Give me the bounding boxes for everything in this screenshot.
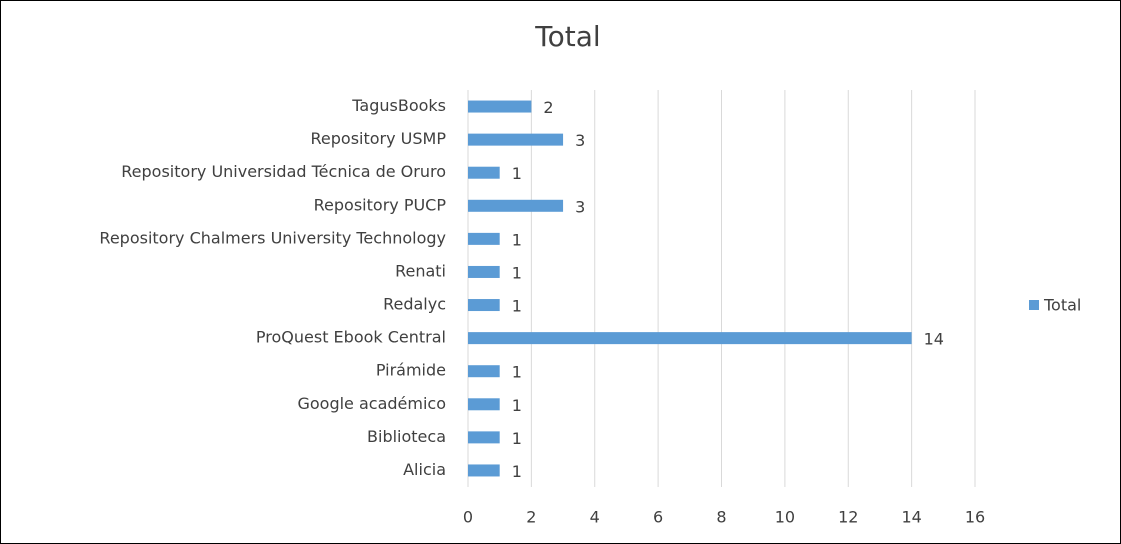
x-tick-label: 16 [965,508,985,527]
legend-swatch [1029,300,1039,310]
data-label: 1 [512,297,522,316]
y-tick-label: Redalyc [383,295,446,314]
data-label: 1 [512,263,522,282]
bar [468,464,500,477]
y-tick-label: TagusBooks [351,96,446,115]
data-label: 1 [512,164,522,183]
data-label: 3 [575,197,585,216]
x-tick-label: 4 [590,508,600,527]
bar [468,398,500,411]
y-tick-label: Google académico [297,394,446,413]
bar [468,431,500,444]
y-tick-label: Repository Chalmers University Technolog… [99,228,446,247]
x-tick-label: 10 [775,508,795,527]
x-tick-label: 6 [653,508,663,527]
y-tick-label: Repository USMP [311,129,447,148]
y-tick-label: Repository PUCP [314,195,447,214]
chart-title: Total [534,20,600,53]
data-label: 2 [543,98,553,117]
x-tick-label: 2 [526,508,536,527]
data-label: 1 [512,230,522,249]
bar [468,100,532,113]
legend-label: Total [1043,296,1081,315]
y-tick-label: Alicia [403,460,446,479]
data-label: 3 [575,131,585,150]
x-tick-label: 14 [901,508,921,527]
y-tick-label: Biblioteca [367,427,446,446]
data-label: 14 [924,330,944,349]
x-tick-label: 12 [838,508,858,527]
data-label: 1 [512,429,522,448]
bar [468,265,500,278]
data-label: 1 [512,363,522,382]
y-tick-label: Pirámide [376,361,446,380]
bar [468,133,564,146]
bar [468,199,564,212]
bar [468,365,500,378]
bar [468,232,500,245]
data-label: 1 [512,462,522,481]
data-label: 1 [512,396,522,415]
y-tick-label: Repository Universidad Técnica de Oruro [121,162,446,181]
y-tick-label: Renati [395,261,446,280]
bar [468,332,912,345]
bar [468,299,500,312]
bar [468,166,500,179]
x-tick-label: 0 [463,508,473,527]
y-tick-label: ProQuest Ebook Central [256,328,446,347]
x-tick-label: 8 [716,508,726,527]
